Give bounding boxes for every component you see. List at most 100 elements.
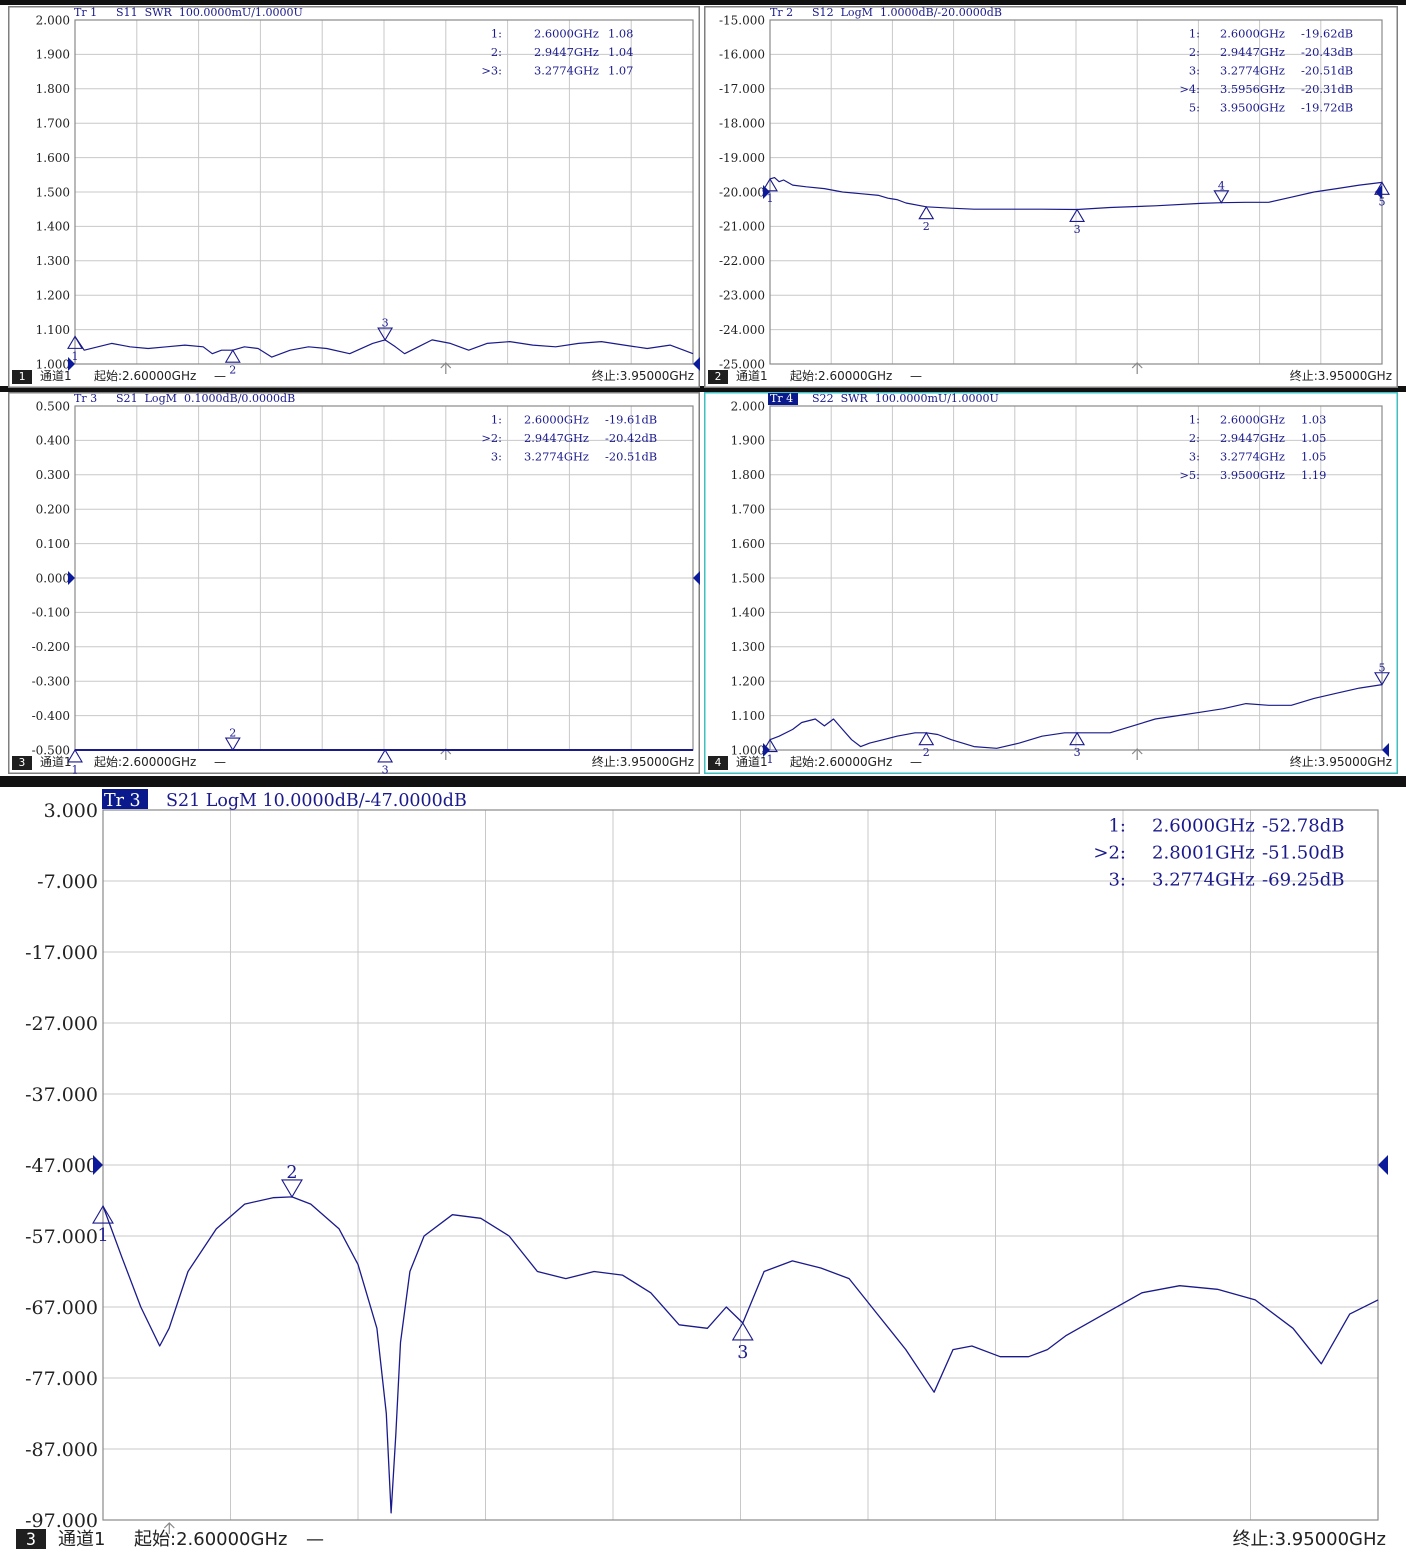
trace-panel-4[interactable]: 2.000 1.900 1.800 1.700 1.600 1.500 1.400 1.300… (704, 392, 1398, 774)
trace-tag[interactable]: Tr 4 (770, 392, 793, 405)
grid (74, 19, 694, 365)
channel-number-badge[interactable] (12, 756, 32, 770)
start-frequency[interactable]: 起始:2.60000GHz (790, 755, 892, 769)
marker-table-value: -20.51dB (605, 450, 657, 464)
marker-table-id[interactable]: >3: (481, 64, 502, 78)
channel-label[interactable]: 通道1 (736, 755, 768, 769)
stop-frequency[interactable]: 终止:3.95000GHz (1233, 1529, 1386, 1550)
marker-table-id[interactable]: 1: (491, 413, 502, 427)
y-tick-label: 0.300 (36, 468, 70, 482)
channel-label[interactable]: 通道1 (736, 369, 768, 383)
marker-2-triangle[interactable] (918, 731, 935, 746)
stop-frequency[interactable]: 终止:3.95000GHz (592, 368, 694, 383)
marker-1-triangle[interactable] (92, 1204, 114, 1224)
marker-2-triangle[interactable] (281, 1179, 303, 1199)
trace-panel-1[interactable]: 2.000 1.900 1.800 1.700 1.600 1.500 1.400 1.300… (8, 6, 700, 388)
reference-level-right-arrow[interactable] (693, 357, 700, 371)
center-frequency-arrow (1131, 362, 1143, 374)
channel-number-badge[interactable] (16, 1529, 46, 1549)
reference-level-right-arrow[interactable] (1375, 185, 1382, 199)
channel-label[interactable]: 通道1 (40, 755, 72, 769)
trace-tag[interactable]: Tr 3 (74, 392, 97, 405)
marker-table-frequency: 3.9500GHz (1220, 101, 1285, 115)
marker-table-id[interactable]: 1: (1108, 816, 1126, 837)
trace-line[interactable] (102, 1196, 1379, 1514)
marker-3-triangle[interactable] (731, 1321, 754, 1341)
marker-2-label: 2 (229, 364, 236, 377)
marker-table-id[interactable]: 3: (1189, 450, 1200, 464)
marker-5-triangle[interactable] (1374, 181, 1390, 195)
start-frequency[interactable]: 起始:2.60000GHz (790, 369, 892, 383)
trace-panel-3[interactable]: 0.500 0.400 0.300 0.200 0.100 0.000 -0.100 -0.2… (8, 392, 700, 774)
marker-3-triangle[interactable] (377, 748, 394, 763)
trace-tag[interactable]: Tr 1 (74, 6, 97, 19)
reference-level-left-arrow[interactable] (763, 743, 770, 757)
marker-table-frequency: 2.6000GHz (1220, 413, 1285, 427)
marker-table-id[interactable]: >2: (1093, 843, 1126, 864)
marker-table-value: 1.19 (1301, 468, 1326, 482)
trace-panel-5[interactable]: 3.000 -7.000 -17.000 -27.000 -37.000 -47.000 -… (0, 788, 1406, 1557)
marker-table-id[interactable]: 3: (491, 450, 502, 464)
marker-1-label: 1 (71, 350, 78, 363)
trace-panel-2[interactable]: -15.000 -16.000 -17.000 -18.000 -19.000 -20.0… (704, 6, 1398, 388)
channel-number: 4 (715, 756, 722, 769)
start-dash: — (214, 755, 226, 769)
trace-tag[interactable]: Tr 3 (104, 791, 141, 811)
marker-table-frequency: 2.9447GHz (1220, 45, 1285, 59)
y-tick-label: 1.600 (36, 151, 70, 165)
marker-3-triangle[interactable] (1069, 731, 1086, 746)
marker-1-triangle[interactable] (762, 177, 778, 192)
marker-2-triangle[interactable] (224, 349, 241, 363)
reference-level-right-arrow[interactable] (1378, 1155, 1388, 1175)
trace-line[interactable] (74, 336, 694, 358)
panel-frame (8, 392, 700, 774)
start-frequency[interactable]: 起始:2.60000GHz (134, 1529, 287, 1550)
trace-line[interactable] (769, 177, 1383, 211)
y-tick-label: 1.000 (36, 357, 70, 371)
marker-5-triangle[interactable] (1374, 672, 1390, 686)
marker-1-triangle[interactable] (762, 738, 778, 753)
marker-2-triangle[interactable] (918, 205, 935, 220)
marker-table-id[interactable]: 2: (1189, 45, 1200, 59)
reference-level-right-arrow[interactable] (1382, 743, 1389, 757)
marker-table-value: -20.51dB (1301, 64, 1353, 78)
channel-number-badge[interactable] (12, 370, 32, 384)
marker-2-triangle[interactable] (224, 737, 241, 752)
marker-table-id[interactable]: >5: (1179, 468, 1200, 482)
channel-number: 3 (26, 1530, 36, 1549)
trace-line[interactable] (769, 684, 1383, 749)
marker-table-id[interactable]: 1: (1189, 27, 1200, 41)
reference-level-left-arrow[interactable] (68, 357, 75, 371)
marker-table-id[interactable]: 3: (1108, 870, 1126, 891)
stop-frequency[interactable]: 终止:3.95000GHz (1290, 368, 1392, 383)
start-frequency[interactable]: 起始:2.60000GHz (94, 369, 196, 383)
marker-table-id[interactable]: 2: (491, 45, 502, 59)
y-tick-label: -16.000 (719, 48, 765, 62)
trace-tag-background (102, 789, 148, 809)
marker-1-triangle[interactable] (67, 335, 83, 349)
trace-tag[interactable]: Tr 2 (770, 6, 793, 19)
marker-table-id[interactable]: >4: (1179, 82, 1200, 96)
marker-4-triangle[interactable] (1213, 190, 1230, 204)
marker-table-id[interactable]: 1: (1189, 413, 1200, 427)
channel-number-badge[interactable] (708, 756, 728, 770)
reference-level-left-arrow[interactable] (68, 571, 75, 585)
channel-label[interactable]: 通道1 (58, 1529, 105, 1550)
marker-table-id[interactable]: 2: (1189, 431, 1200, 445)
marker-table-frequency: 2.8001GHz (1152, 843, 1255, 864)
marker-3-triangle[interactable] (377, 327, 394, 342)
marker-table-id[interactable]: >2: (481, 431, 502, 445)
marker-1-triangle[interactable] (67, 748, 83, 763)
stop-frequency[interactable]: 终止:3.95000GHz (1290, 754, 1392, 769)
reference-level-left-arrow[interactable] (93, 1155, 103, 1175)
marker-table-id[interactable]: 3: (1189, 64, 1200, 78)
marker-table-id[interactable]: 5: (1189, 101, 1200, 115)
marker-table-id[interactable]: 1: (491, 27, 502, 41)
channel-number: 3 (19, 756, 26, 769)
channel-number-badge[interactable] (708, 370, 728, 384)
reference-level-right-arrow[interactable] (693, 571, 700, 585)
marker-3-triangle[interactable] (1069, 208, 1086, 222)
stop-frequency[interactable]: 终止:3.95000GHz (592, 754, 694, 769)
channel-label[interactable]: 通道1 (40, 369, 72, 383)
start-frequency[interactable]: 起始:2.60000GHz (94, 755, 196, 769)
